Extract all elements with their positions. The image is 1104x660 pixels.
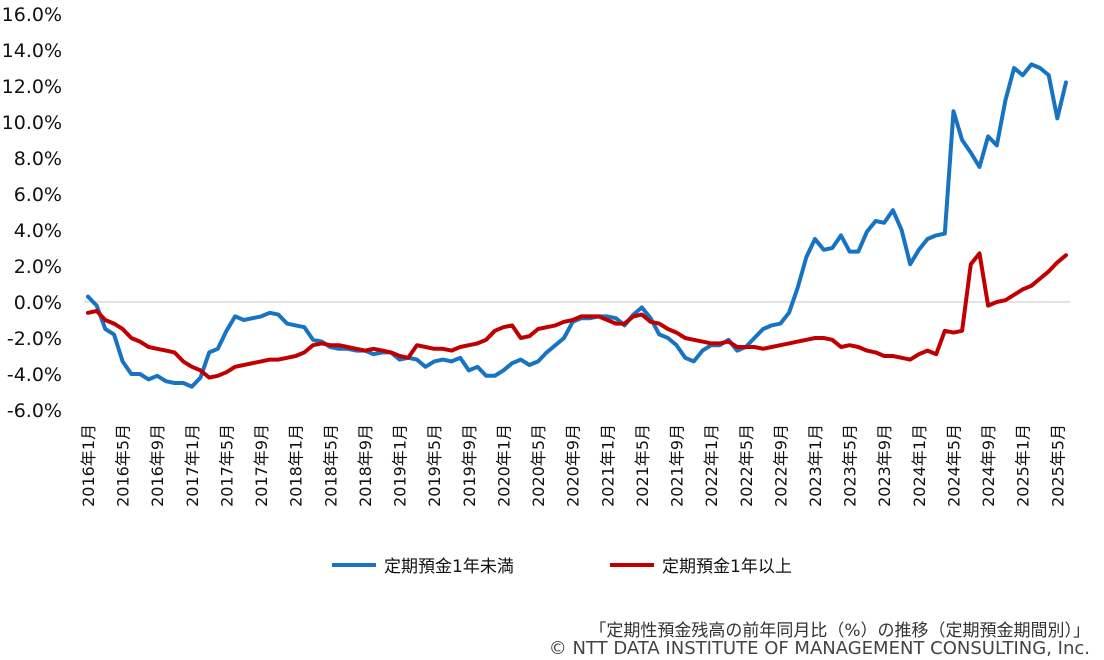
x-tick-label: 2022年5月 bbox=[737, 424, 756, 507]
x-tick-label: 2020年1月 bbox=[494, 424, 513, 507]
x-tick-label: 2016年5月 bbox=[114, 424, 133, 507]
x-tick-label: 2016年9月 bbox=[148, 424, 167, 507]
legend-swatch-over-1yr bbox=[610, 562, 654, 567]
legend-item-under-1yr: 定期預金1年未満 bbox=[332, 552, 514, 577]
y-tick-label: -6.0% bbox=[7, 400, 62, 422]
legend: 定期預金1年未満 定期預金1年以上 bbox=[0, 552, 1104, 582]
x-tick-label: 2020年5月 bbox=[529, 424, 548, 507]
chart-caption: 「定期性預金残高の前年同月比（%）の推移（定期預金期間別）」 bbox=[589, 621, 1090, 641]
y-tick-label: -4.0% bbox=[7, 364, 62, 386]
x-tick-label: 2017年1月 bbox=[183, 424, 202, 507]
x-tick-label: 2020年9月 bbox=[564, 424, 583, 507]
x-tick-label: 2023年5月 bbox=[841, 424, 860, 507]
y-tick-label: 16.0% bbox=[2, 4, 62, 26]
x-tick-label: 2025年1月 bbox=[1014, 424, 1033, 507]
x-tick-label: 2024年9月 bbox=[979, 424, 998, 507]
line-chart: 16.0% 14.0% 12.0% 10.0% 8.0% 6.0% 4.0% 2.0% 0.0%… bbox=[2, 4, 1070, 507]
y-tick-label: 4.0% bbox=[14, 220, 62, 242]
x-tick-label: 2024年5月 bbox=[945, 424, 964, 507]
series-line-under-1yr bbox=[86, 62, 1068, 389]
x-axis-ticks: 2016年1月 2016年5月 2016年9月 2017年1月 2017年5月 2017年… bbox=[79, 424, 1067, 507]
x-tick-label: 2018年5月 bbox=[321, 424, 340, 507]
y-tick-label: 2.0% bbox=[14, 256, 62, 278]
y-tick-label: -2.0% bbox=[7, 328, 62, 350]
legend-item-over-1yr: 定期預金1年以上 bbox=[610, 552, 792, 577]
legend-label-over-1yr: 定期預金1年以上 bbox=[662, 557, 792, 577]
x-tick-label: 2022年1月 bbox=[702, 424, 721, 507]
y-tick-label: 10.0% bbox=[2, 112, 62, 134]
y-axis-ticks: 16.0% 14.0% 12.0% 10.0% 8.0% 6.0% 4.0% 2.0% 0.0%… bbox=[2, 4, 62, 422]
y-tick-label: 6.0% bbox=[14, 184, 62, 206]
x-tick-label: 2023年1月 bbox=[806, 424, 825, 507]
x-tick-label: 2025年5月 bbox=[1048, 424, 1067, 507]
x-tick-label: 2019年1月 bbox=[391, 424, 410, 507]
x-tick-label: 2018年1月 bbox=[287, 424, 306, 507]
x-tick-label: 2016年1月 bbox=[79, 424, 98, 507]
copyright-notice: © NTT DATA INSTITUTE OF MANAGEMENT CONSU… bbox=[548, 638, 1090, 659]
y-tick-label: 14.0% bbox=[2, 40, 62, 62]
x-tick-label: 2021年9月 bbox=[668, 424, 687, 507]
series-line-over-1yr bbox=[86, 251, 1068, 380]
x-tick-label: 2022年9月 bbox=[771, 424, 790, 507]
x-tick-label: 2019年5月 bbox=[425, 424, 444, 507]
x-tick-label: 2017年9月 bbox=[252, 424, 271, 507]
y-tick-label: 0.0% bbox=[14, 292, 62, 314]
series-layer bbox=[86, 62, 1068, 389]
legend-swatch-under-1yr bbox=[332, 562, 376, 567]
y-tick-label: 12.0% bbox=[2, 76, 62, 98]
x-tick-label: 2023年9月 bbox=[875, 424, 894, 507]
legend-label-under-1yr: 定期預金1年未満 bbox=[384, 557, 514, 577]
x-tick-label: 2024年1月 bbox=[910, 424, 929, 507]
x-tick-label: 2021年1月 bbox=[598, 424, 617, 507]
x-tick-label: 2019年9月 bbox=[460, 424, 479, 507]
x-tick-label: 2018年9月 bbox=[356, 424, 375, 507]
y-tick-label: 8.0% bbox=[14, 148, 62, 170]
x-tick-label: 2017年5月 bbox=[218, 424, 237, 507]
x-tick-label: 2021年5月 bbox=[633, 424, 652, 507]
